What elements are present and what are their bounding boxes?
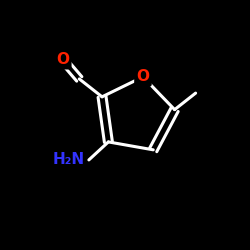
Text: H₂N: H₂N <box>53 152 85 168</box>
Text: O: O <box>56 52 69 67</box>
Text: O: O <box>136 69 149 84</box>
